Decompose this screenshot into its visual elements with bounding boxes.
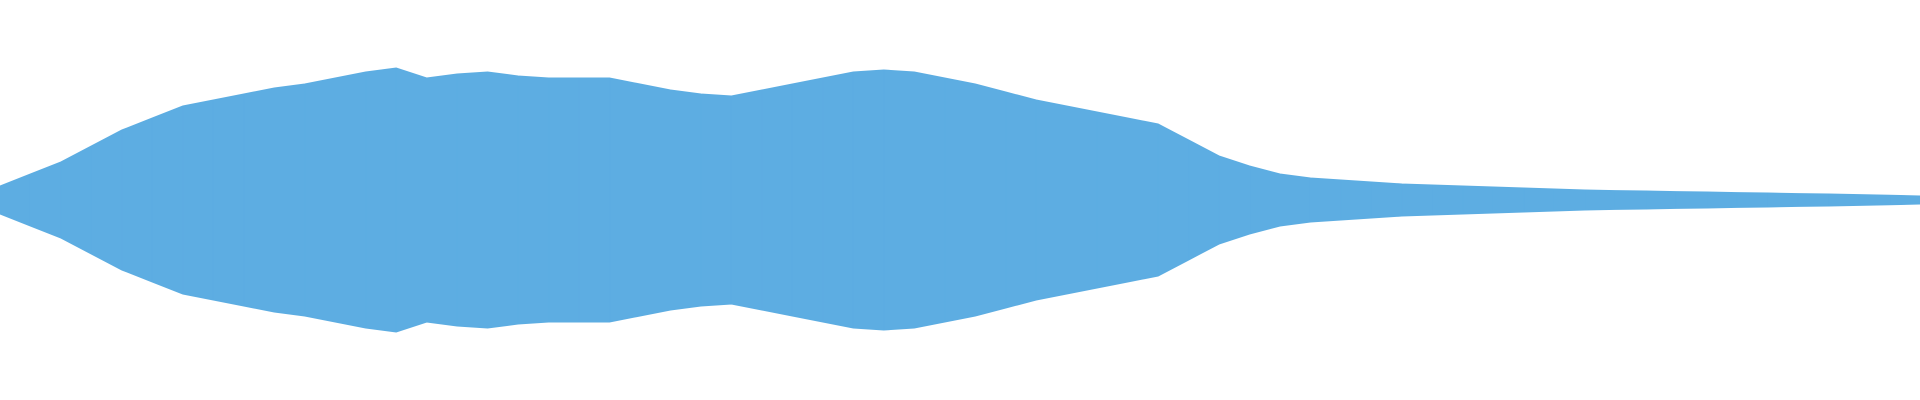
waveform-lower (0, 199, 1920, 333)
waveform-upper (0, 67, 1920, 201)
